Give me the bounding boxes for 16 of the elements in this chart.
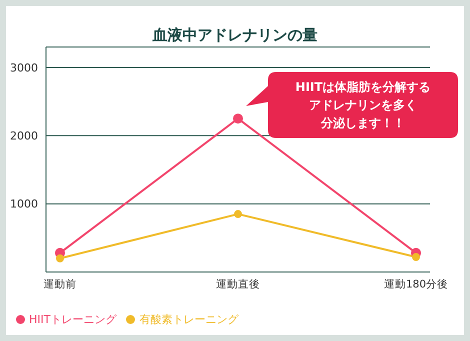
x-tick-label: 運動180分後 [384,278,448,290]
chart-title: 血液中アドレナリンの量 [152,26,318,45]
y-tick-label: 3000 [10,61,38,74]
legend-label: HIITトレーニング [29,313,116,326]
legend-label: 有酸素トレーニング [139,313,238,326]
annotation: アドレナリンを多く [308,97,418,114]
x-tick-label: 運動直後 [216,277,260,290]
annotation: 分泌します！！ [320,115,406,132]
annotation: HIITは体脂肪を分解する [294,79,432,96]
point [56,254,64,262]
y-tick-label: 1000 [10,198,38,211]
point [234,210,242,218]
y-tick-label: 2000 [10,130,38,143]
x-tick-label: 運動前 [44,278,76,290]
point [233,114,243,124]
point [412,253,420,261]
